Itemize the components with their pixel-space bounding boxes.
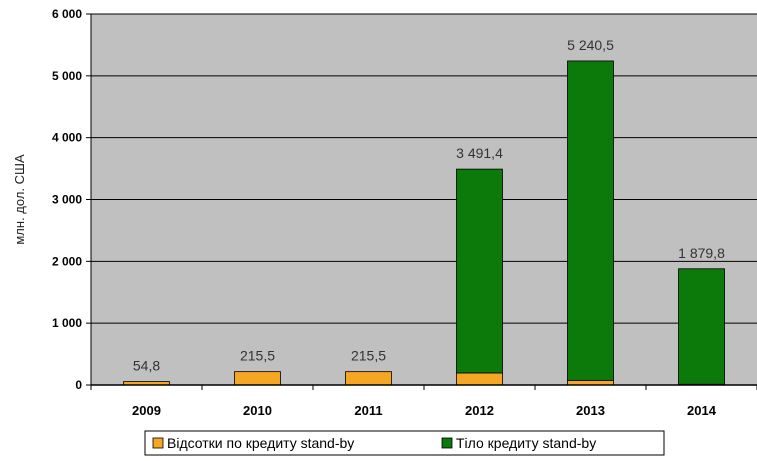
bar-segment	[345, 371, 392, 386]
bars	[123, 60, 725, 386]
x-tick-label: 2013	[576, 403, 605, 418]
y-tick-label: 4 000	[52, 131, 82, 145]
bar-segment	[456, 372, 503, 386]
legend: Відсотки по кредиту stand-by Тіло кредиту…	[144, 430, 665, 456]
total-labels: 54,8 215,5 215,5 3 491,4 5 240,5 1 879,8	[133, 37, 725, 374]
y-axis-title: млн. дол. США	[12, 154, 27, 245]
y-tick-label: 1 000	[52, 316, 82, 330]
legend-entry: Відсотки по кредиту stand-by	[167, 435, 354, 451]
total-label: 1 879,8	[678, 245, 725, 261]
bar-segment	[456, 168, 503, 374]
x-tick-label: 2009	[132, 403, 161, 418]
total-label: 5 240,5	[567, 37, 614, 53]
bar-segment	[678, 268, 725, 385]
legend-entry: Тіло кредиту stand-by	[456, 435, 596, 451]
legend-swatch	[441, 437, 453, 449]
y-tick-label: 3 000	[52, 193, 82, 207]
legend-box	[144, 430, 665, 456]
x-tick-label: 2010	[243, 403, 272, 418]
y-tick-label: 5 000	[52, 69, 82, 83]
y-axis: 0 1 000 2 000 3 000 4 000 5 000 6 000	[52, 7, 92, 392]
gridlines	[91, 13, 757, 324]
bar-segment	[234, 371, 281, 386]
y-tick-label: 6 000	[52, 7, 82, 21]
x-tick-label: 2014	[687, 403, 717, 418]
y-tick-label: 0	[75, 378, 82, 392]
total-label: 54,8	[133, 358, 160, 374]
total-label: 3 491,4	[456, 145, 503, 161]
bar-segment	[567, 60, 614, 381]
total-label: 215,5	[240, 348, 275, 364]
x-axis: 2009 2010 2011 2012 2013 2014	[90, 384, 757, 418]
y-tick-label: 2 000	[52, 254, 82, 268]
total-label: 215,5	[351, 348, 386, 364]
legend-swatch	[152, 437, 164, 449]
x-tick-label: 2011	[354, 403, 382, 418]
x-tick-label: 2012	[465, 403, 494, 418]
